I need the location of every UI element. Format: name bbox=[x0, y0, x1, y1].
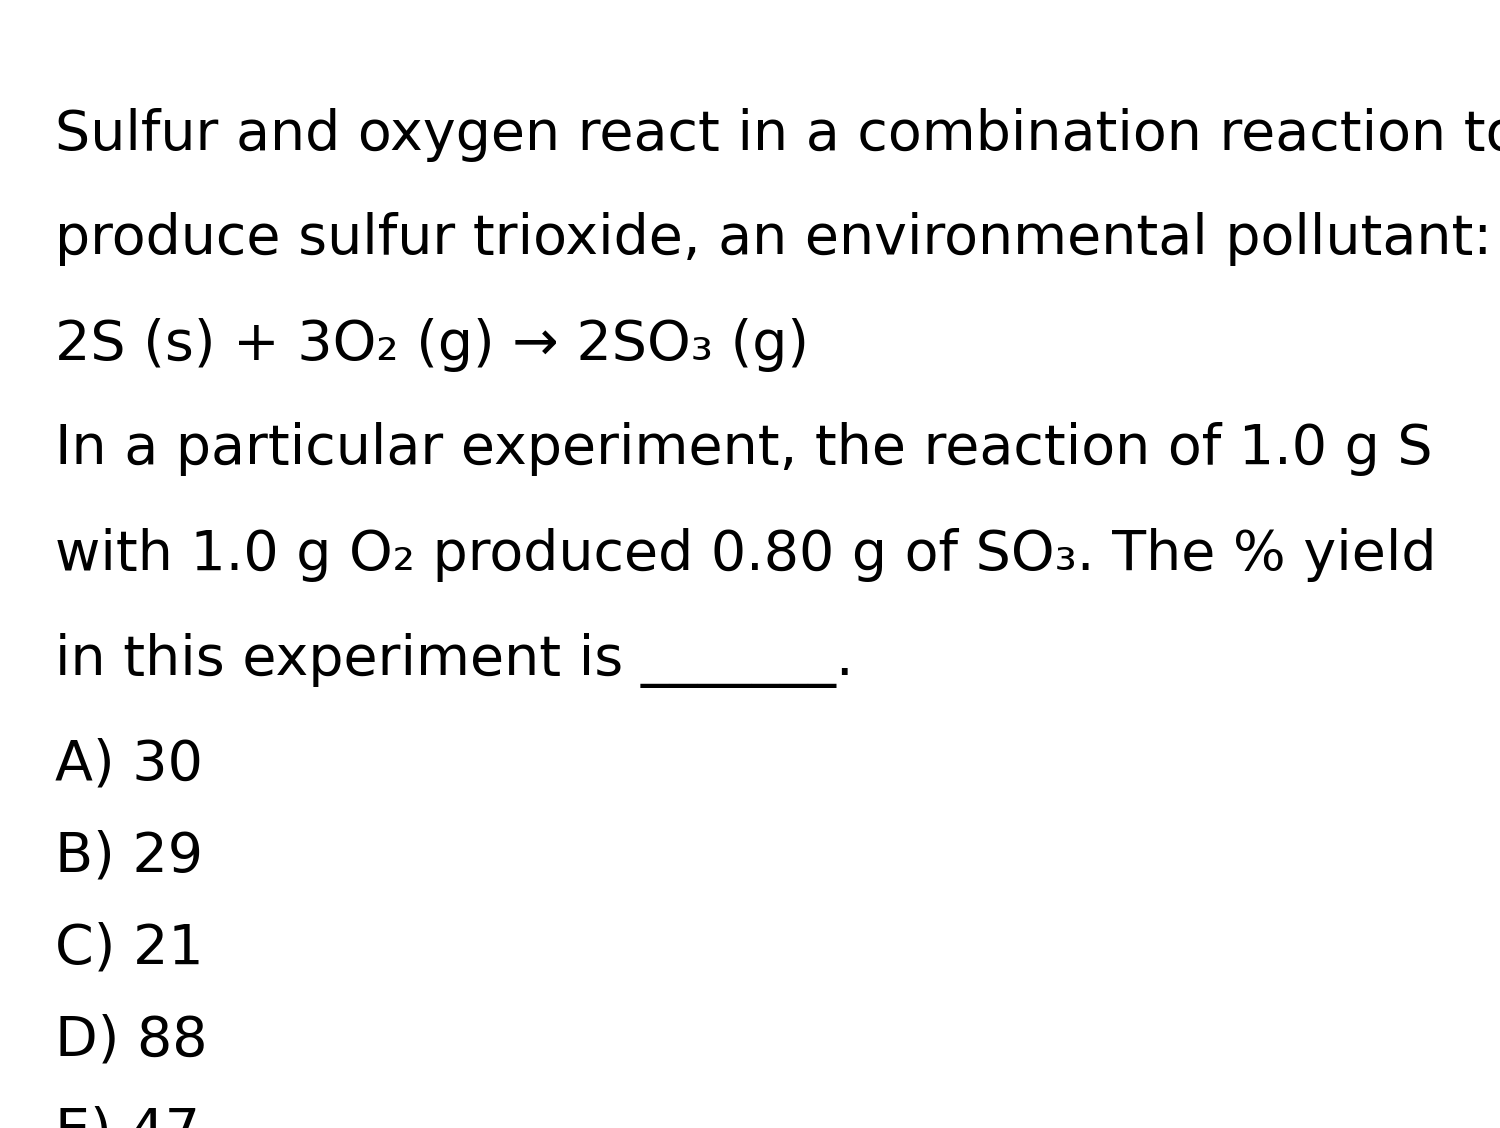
Text: produce sulfur trioxide, an environmental pollutant:: produce sulfur trioxide, an environmenta… bbox=[56, 212, 1492, 266]
Text: B) 29: B) 29 bbox=[56, 829, 202, 883]
Text: D) 88: D) 88 bbox=[56, 1013, 207, 1067]
Text: C) 21: C) 21 bbox=[56, 922, 204, 976]
Text: In a particular experiment, the reaction of 1.0 g S: In a particular experiment, the reaction… bbox=[56, 423, 1432, 476]
Text: Sulfur and oxygen react in a combination reaction to: Sulfur and oxygen react in a combination… bbox=[56, 107, 1500, 161]
Text: E) 47: E) 47 bbox=[56, 1105, 200, 1128]
Text: A) 30: A) 30 bbox=[56, 738, 202, 792]
Text: 2S (s) + 3O₂ (g) → 2SO₃ (g): 2S (s) + 3O₂ (g) → 2SO₃ (g) bbox=[56, 317, 808, 371]
Text: with 1.0 g O₂ produced 0.80 g of SO₃. The % yield: with 1.0 g O₂ produced 0.80 g of SO₃. Th… bbox=[56, 528, 1437, 582]
Text: in this experiment is _______.: in this experiment is _______. bbox=[56, 633, 853, 687]
